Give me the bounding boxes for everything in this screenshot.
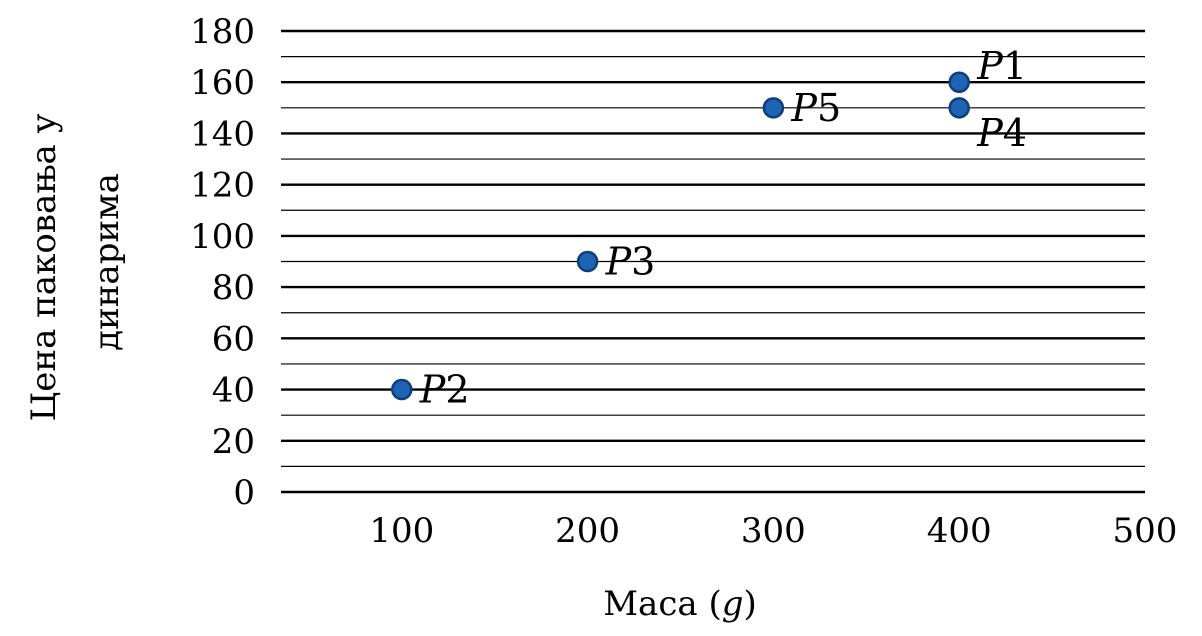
x-tick-label: 500 bbox=[1113, 511, 1178, 551]
y-tick-label: 100 bbox=[190, 217, 255, 257]
point-label-p1: P1 bbox=[976, 44, 1027, 88]
y-tick-label: 80 bbox=[212, 268, 255, 308]
point-label-p5: P5 bbox=[790, 86, 841, 130]
grid-lines bbox=[281, 29, 1145, 494]
x-axis-title: Маса (g) bbox=[603, 584, 757, 624]
data-point-p4 bbox=[948, 97, 970, 119]
y-axis-title-line-1: Цена паковања у bbox=[24, 113, 64, 421]
data-points: P1 P2 P3 P4 P5 bbox=[391, 44, 1027, 412]
y-tick-label: 20 bbox=[212, 422, 255, 462]
y-tick-label: 180 bbox=[190, 12, 255, 52]
x-axis-unit: g bbox=[722, 584, 744, 624]
point-label-p3: P3 bbox=[605, 240, 656, 284]
y-tick-label: 140 bbox=[190, 114, 255, 154]
x-tick-label: 200 bbox=[555, 511, 620, 551]
y-tick-label: 0 bbox=[233, 473, 255, 513]
y-tick-label: 160 bbox=[190, 63, 255, 103]
data-point-p2 bbox=[391, 378, 413, 401]
x-tick-label: 300 bbox=[741, 511, 806, 551]
y-tick-label: 40 bbox=[212, 371, 255, 411]
data-point-p3 bbox=[576, 250, 599, 273]
y-axis-ticks: 0 20 40 60 80 100 120 140 160 180 bbox=[190, 12, 255, 513]
data-point-p1 bbox=[948, 71, 970, 93]
y-axis-title-line-2: динарима bbox=[87, 173, 127, 351]
y-tick-label: 60 bbox=[212, 319, 255, 359]
y-tick-label: 120 bbox=[190, 166, 255, 206]
x-axis-ticks: 100 200 300 400 500 bbox=[369, 511, 1177, 551]
point-label-p4: P4 bbox=[976, 111, 1027, 155]
y-axis-title: Цена паковања у динарима bbox=[24, 103, 127, 422]
x-tick-label: 400 bbox=[927, 511, 992, 551]
data-point-p5 bbox=[762, 97, 785, 119]
x-tick-label: 100 bbox=[369, 511, 434, 551]
point-label-p2: P2 bbox=[419, 368, 470, 412]
